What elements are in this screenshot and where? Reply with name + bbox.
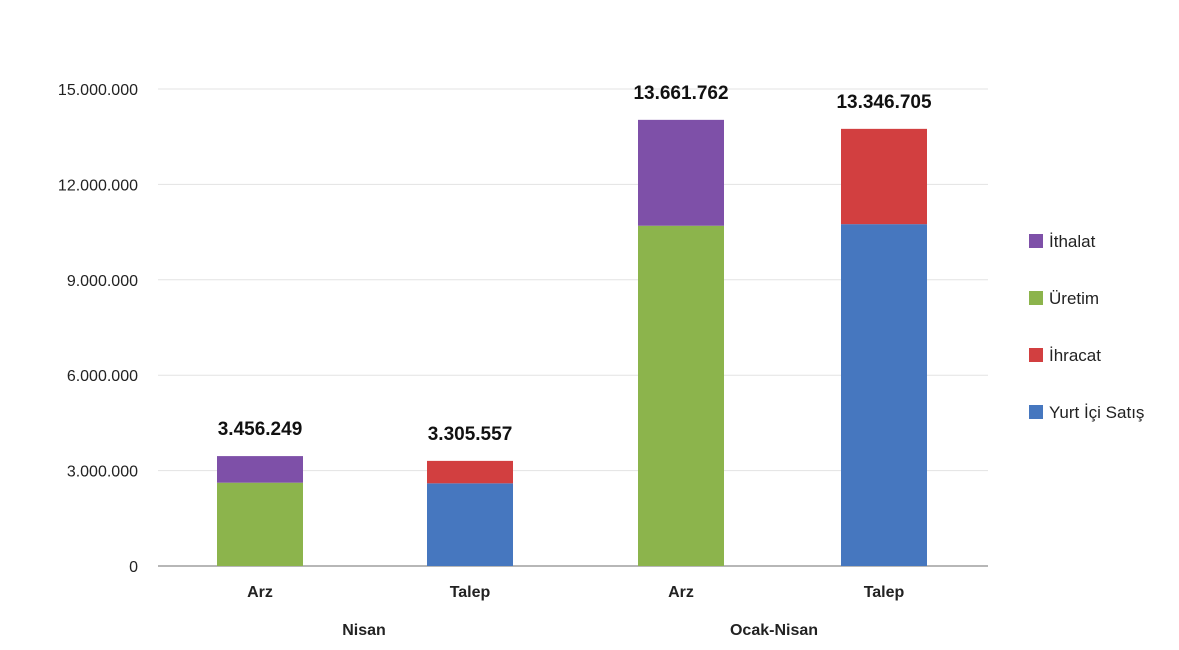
- bar-segment-i-hracat: [841, 128, 927, 225]
- y-tick-label: 15.000.000: [58, 82, 138, 99]
- y-tick-label: 0: [129, 559, 138, 576]
- y-tick-label: 3.000.000: [67, 464, 138, 481]
- bar-total-label: 13.661.762: [633, 83, 728, 104]
- legend-label: İhracat: [1049, 346, 1101, 365]
- x-group-label: Nisan: [342, 622, 386, 639]
- y-tick-label: 6.000.000: [67, 368, 138, 385]
- x-category-label: Arz: [668, 584, 694, 601]
- x-category-label: Talep: [450, 584, 491, 601]
- x-group-label: Ocak-Nisan: [730, 622, 818, 639]
- legend-swatch: [1029, 234, 1043, 248]
- y-tick-label: 9.000.000: [67, 273, 138, 290]
- legend-swatch: [1029, 405, 1043, 419]
- bar-segment-i-hracat: [427, 460, 513, 484]
- legend-label: Yurt İçi Satış: [1049, 403, 1144, 422]
- bar-total-label: 3.456.249: [218, 419, 303, 440]
- bar-segment-yurt-i-i-sat-: [427, 483, 513, 566]
- bar-segment-i-thalat: [217, 456, 303, 483]
- legend-label: İthalat: [1049, 232, 1096, 251]
- legend-swatch: [1029, 348, 1043, 362]
- bar-segment--retim: [638, 225, 724, 567]
- y-tick-label: 12.000.000: [58, 177, 138, 194]
- bar-segment-i-thalat: [638, 119, 724, 226]
- bar-total-label: 3.305.557: [428, 424, 513, 445]
- legend-swatch: [1029, 291, 1043, 305]
- bar-segment--retim: [217, 482, 303, 566]
- legend-label: Üretim: [1049, 289, 1099, 308]
- x-category-label: Talep: [864, 584, 905, 601]
- bar-segment-yurt-i-i-sat-: [841, 224, 927, 566]
- x-category-label: Arz: [247, 584, 273, 601]
- bar-total-label: 13.346.705: [836, 92, 932, 113]
